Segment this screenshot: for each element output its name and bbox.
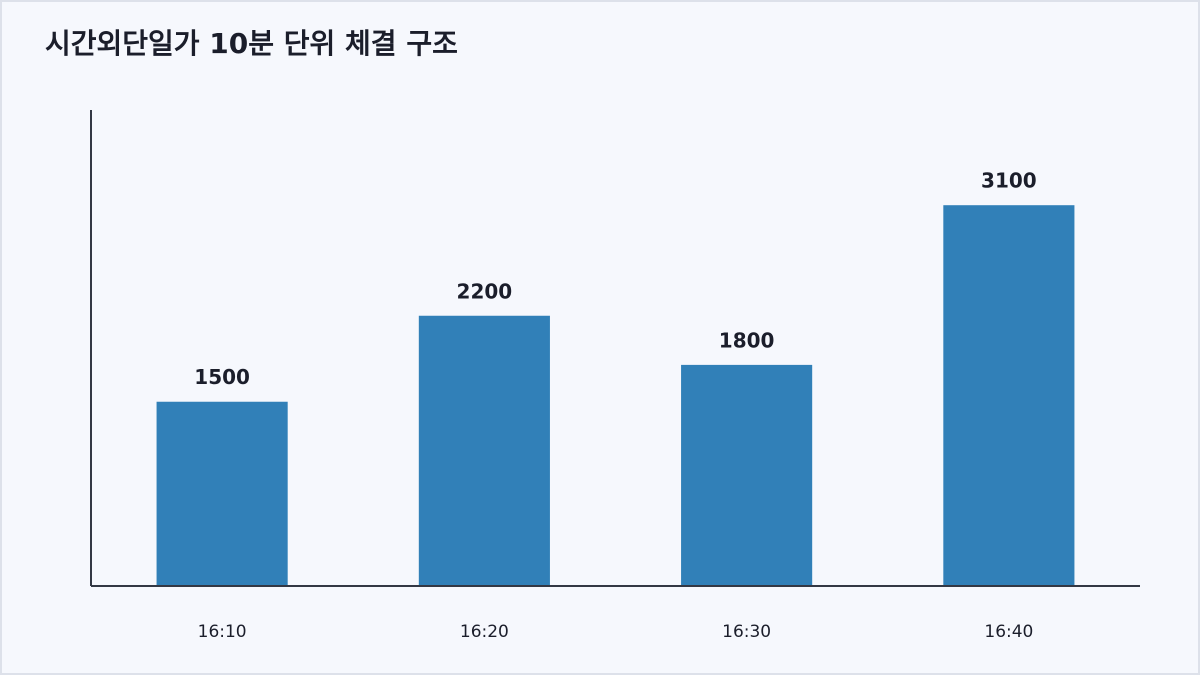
x-tick-label: 16:20 [460,622,509,642]
bar [943,205,1075,586]
bar [418,315,550,586]
value-label: 1800 [719,328,775,352]
bar [681,364,813,586]
value-label: 3100 [981,169,1037,193]
x-tick-label: 16:40 [984,622,1033,642]
x-tick-label: 16:30 [722,622,771,642]
x-tick-label: 16:10 [198,622,247,642]
chart-title: 시간외단일가 10분 단위 체결 구조 [45,27,458,60]
bar [156,401,288,586]
value-label: 2200 [457,279,513,303]
value-label: 1500 [194,365,250,389]
